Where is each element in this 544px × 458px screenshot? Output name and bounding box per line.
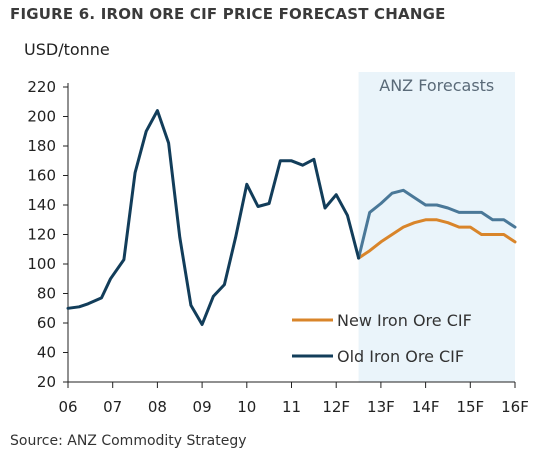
series-line-old-iron-ore-cif-forecast xyxy=(357,188,517,260)
y-tick-label: 20 xyxy=(37,373,56,391)
y-tick-label: 80 xyxy=(37,285,56,303)
series-line-new-iron-ore-cif xyxy=(357,218,517,260)
x-tick-label: 13F xyxy=(367,398,395,416)
y-tick-label: 200 xyxy=(27,108,56,126)
forecast-band-area xyxy=(358,72,515,382)
x-tick-label: 12F xyxy=(322,398,350,416)
x-tick-label: 10 xyxy=(237,398,256,416)
legend-label-old: Old Iron Ore CIF xyxy=(337,347,464,366)
y-tick-label: 60 xyxy=(37,314,56,332)
x-tick-label: 15F xyxy=(456,398,484,416)
x-tick-label: 07 xyxy=(103,398,122,416)
y-tick-label: 100 xyxy=(27,255,56,273)
y-tick-label: 160 xyxy=(27,167,56,185)
figure-title: FIGURE 6. IRON ORE CIF PRICE FORECAST CH… xyxy=(10,5,446,23)
y-tick-label: 40 xyxy=(37,344,56,362)
chart-legend: New Iron Ore CIF Old Iron Ore CIF xyxy=(292,311,472,366)
x-tick-label: 16F xyxy=(501,398,529,416)
series-line-old-iron-ore-cif-history xyxy=(66,109,361,326)
y-tick-label: 220 xyxy=(27,78,56,96)
x-tick-label: 09 xyxy=(193,398,212,416)
legend-label-new: New Iron Ore CIF xyxy=(337,311,472,330)
x-tick-label: 06 xyxy=(58,398,77,416)
forecast-band-label: ANZ Forecasts xyxy=(379,76,494,95)
y-tick-label: 140 xyxy=(27,196,56,214)
chart-lines xyxy=(66,109,517,326)
y-tick-label: 120 xyxy=(27,226,56,244)
x-tick-label: 14F xyxy=(412,398,440,416)
forecast-band: ANZ Forecasts xyxy=(358,72,515,382)
chart-axes: 20 40 60 80 100 120 140 160 180 200 220 06 07 08 09 10 1… xyxy=(27,78,529,416)
x-tick-label: 08 xyxy=(148,398,167,416)
x-tick-label: 11 xyxy=(282,398,301,416)
y-tick-label: 180 xyxy=(27,137,56,155)
source-note: Source: ANZ Commodity Strategy xyxy=(10,433,247,449)
y-axis-unit-label: USD/tonne xyxy=(24,40,110,59)
